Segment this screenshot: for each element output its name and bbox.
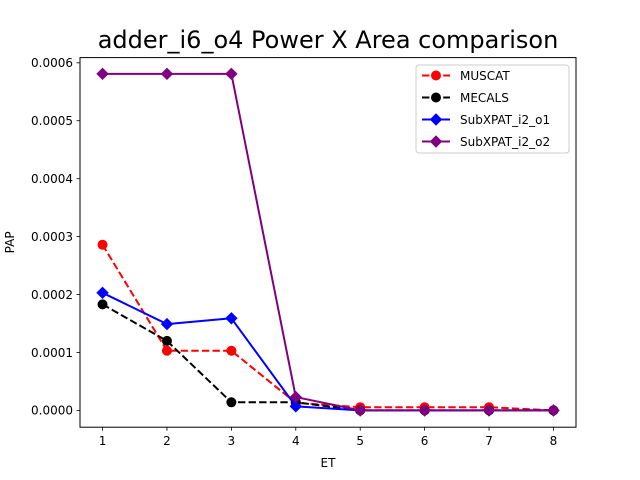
series-line-mecals	[102, 303, 554, 412]
y-tick-label: 0.0003	[31, 230, 73, 244]
legend-marker-subxpat-i2-o2	[429, 135, 443, 148]
legend-box	[415, 64, 570, 154]
data-point-subxpat-i2-o1	[160, 317, 174, 331]
series-line-subxpat-i2-o2	[102, 72, 554, 412]
y-tick-label: 0.0002	[31, 288, 73, 302]
x-tick-label: 4	[292, 434, 300, 448]
series-line-muscat	[101, 244, 554, 412]
data-point-subxpat-i2-o2	[354, 404, 367, 417]
x-tick-label: 2	[163, 434, 171, 448]
legend-label-mecals: MECALS	[460, 91, 509, 105]
legend-marker-mecals	[431, 92, 441, 103]
y-tick-label: 0.0006	[31, 56, 73, 70]
series-subxpat-i2-o2	[96, 67, 560, 417]
x-axis-ticks: 1 2 3 4 5 6 7 8	[99, 427, 558, 448]
legend-marker-muscat	[431, 70, 441, 81]
y-tick-label: 0.0004	[31, 172, 73, 186]
data-point-subxpat-i2-o2	[96, 67, 109, 81]
y-tick-label: 0.0005	[31, 114, 73, 128]
x-tick-label: 6	[421, 434, 429, 448]
legend-label-subxpat-i2-o2: SubXPAT_i2_o2	[460, 135, 550, 149]
data-point-subxpat-i2-o2	[418, 404, 431, 417]
legend: MUSCAT MECALS SubXPAT_i2_o1 SubXPAT_i2_o2	[415, 64, 570, 154]
x-tick-label: 1	[99, 434, 107, 448]
x-tick-label: 5	[356, 434, 364, 448]
x-tick-label: 3	[228, 434, 236, 448]
data-point-subxpat-i2-o2	[160, 67, 174, 81]
data-point-subxpat-i2-o2	[289, 390, 302, 404]
chart-title: adder_i6_o4 Power X Area comparison	[98, 26, 559, 54]
legend-label-subxpat-i2-o1: SubXPAT_i2_o1	[460, 113, 550, 127]
data-point-mecals	[161, 335, 172, 346]
x-tick-label: 7	[485, 434, 493, 448]
data-point-mecals	[226, 397, 237, 408]
data-point-muscat	[226, 345, 237, 356]
data-point-muscat	[97, 239, 108, 250]
legend-label-muscat: MUSCAT	[460, 69, 510, 83]
data-point-subxpat-i2-o1	[289, 400, 302, 413]
data-point-subxpat-i2-o2	[482, 404, 496, 417]
data-point-muscat	[161, 345, 172, 356]
data-point-subxpat-i2-o1	[96, 286, 109, 300]
series-layer	[96, 67, 560, 417]
legend-marker-subxpat-i2-o1	[429, 113, 443, 126]
data-point-mecals	[97, 299, 108, 310]
y-tick-label: 0.0001	[31, 346, 73, 360]
y-tick-label: 0.0000	[31, 404, 73, 418]
x-axis-label: ET	[321, 456, 337, 470]
y-axis-label: PAP	[3, 231, 17, 253]
data-point-subxpat-i2-o2	[547, 404, 560, 417]
y-axis-ticks: 0.0000 0.0001 0.0002 0.0003 0.0004 0.0005 0.00…	[31, 56, 80, 418]
plot-frame	[79, 57, 577, 428]
data-point-subxpat-i2-o1	[225, 312, 238, 325]
x-tick-label: 8	[550, 434, 558, 448]
data-point-subxpat-i2-o2	[225, 67, 238, 81]
